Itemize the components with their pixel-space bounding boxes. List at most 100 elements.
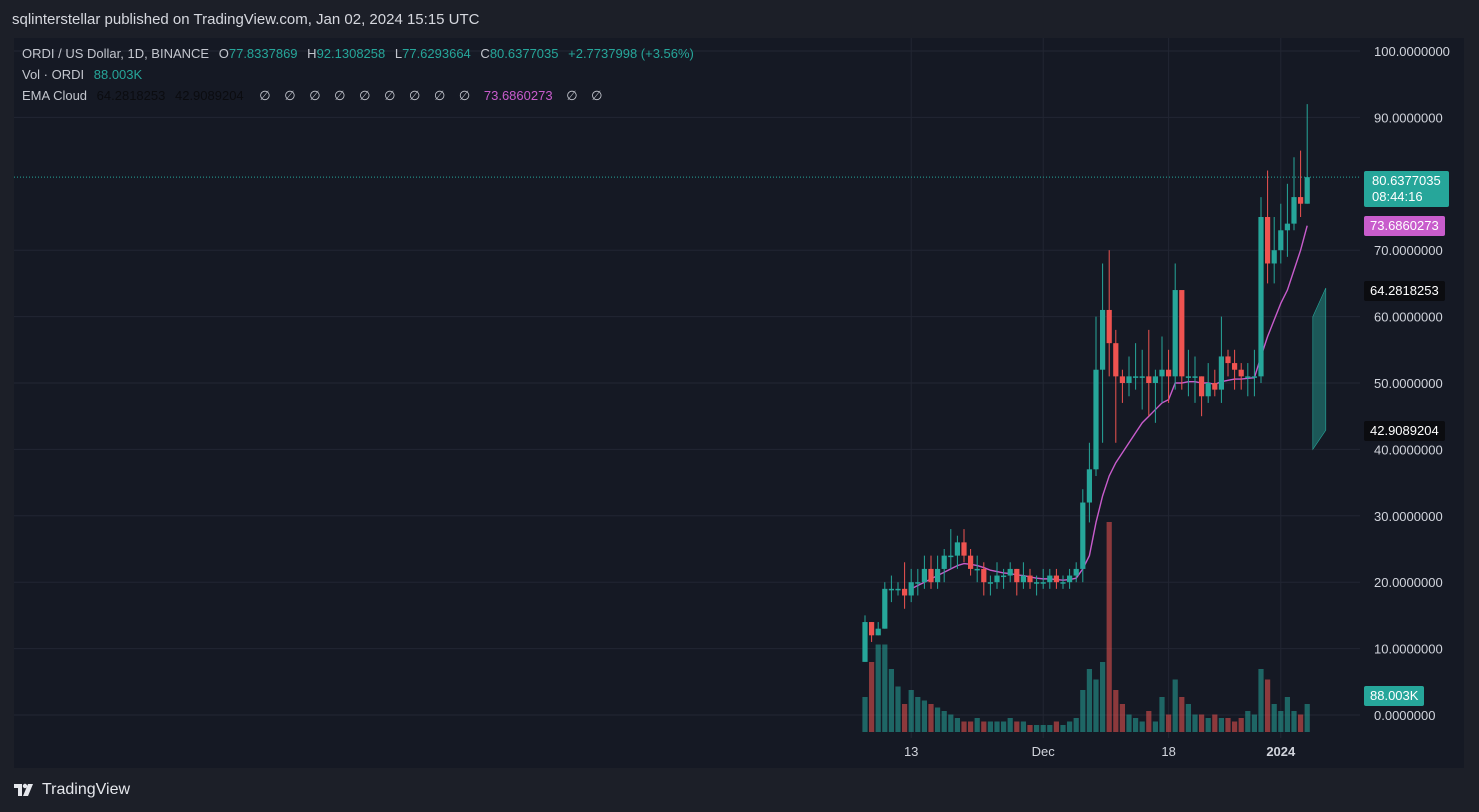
price-axis-label: 60.0000000 <box>1374 310 1443 325</box>
volume-bar <box>908 690 914 732</box>
legend-empty-3: ∅ <box>309 88 321 103</box>
volume-bar <box>1146 711 1152 732</box>
volume-bar <box>1199 714 1205 732</box>
candle-body <box>1053 575 1059 583</box>
legend-ema-label[interactable]: EMA Cloud <box>22 88 88 103</box>
volume-bar <box>1060 725 1066 732</box>
candle-body <box>1067 575 1073 583</box>
candle-body <box>1020 575 1026 583</box>
volume-bar <box>1126 714 1132 732</box>
candle-body <box>954 542 960 556</box>
candle-body <box>1027 575 1033 583</box>
tradingview-logo[interactable]: TradingView <box>14 781 130 799</box>
volume-bar <box>1278 711 1284 732</box>
legend-empty-8: ∅ <box>433 88 446 103</box>
legend-vol-label[interactable]: Vol · ORDI <box>22 67 85 82</box>
candle-body <box>915 582 921 584</box>
candle-body <box>1192 376 1198 378</box>
published-text: sqlinterstellar published on TradingView… <box>12 11 480 28</box>
volume-bar <box>1034 725 1040 732</box>
volume-bar <box>1001 721 1007 732</box>
volume-bar <box>902 704 908 732</box>
legend-ema-v3: 73.6860273 <box>483 88 553 103</box>
candle-body <box>1179 290 1185 377</box>
candle-body <box>974 568 980 571</box>
candle-body <box>1166 369 1172 377</box>
legend-empty-10: ∅ <box>566 88 578 103</box>
price-axis-label: 20.0000000 <box>1374 575 1443 590</box>
ema-cloud <box>1312 287 1327 451</box>
candle-body <box>981 568 987 583</box>
candle-body <box>1139 376 1145 378</box>
volume-bar <box>1053 721 1059 732</box>
volume-bar <box>1133 718 1139 732</box>
volume-bar <box>1232 721 1238 732</box>
candle-body <box>994 575 1000 583</box>
legend-symbol-row: ORDI / US Dollar, 1D, BINANCE O77.833786… <box>22 46 700 61</box>
legend-close: 80.6377035 <box>489 46 559 61</box>
legend-empty-9: ∅ <box>458 88 471 103</box>
volume-bar <box>935 707 941 732</box>
candle-body <box>1218 356 1224 390</box>
price-axis-label: 100.0000000 <box>1374 44 1450 59</box>
candle-body <box>1106 309 1112 344</box>
legend-empty-2: ∅ <box>284 88 296 103</box>
volume-bar <box>1166 714 1172 732</box>
volume-bar <box>1238 718 1244 732</box>
candle-body <box>1152 376 1158 383</box>
legend-vol-value: 88.003K <box>93 67 143 82</box>
legend-low-label: L <box>394 46 403 61</box>
volume-bar <box>921 700 927 732</box>
legend-symbol[interactable]: ORDI / US Dollar, 1D, BINANCE <box>22 46 210 61</box>
volume-bar <box>1172 679 1178 732</box>
candle-body <box>1047 575 1053 583</box>
volume-bar <box>1298 714 1304 732</box>
candle-body <box>895 588 901 591</box>
volume-tag: 88.003K <box>1364 686 1425 706</box>
volume-bar <box>862 697 868 732</box>
volume-bar <box>968 721 974 732</box>
candle-body <box>921 568 927 583</box>
volume-bar <box>954 718 960 732</box>
volume-bar <box>1027 725 1033 732</box>
candle-body <box>1199 376 1205 397</box>
candle-body <box>1251 376 1257 378</box>
price-axis-label: 10.0000000 <box>1374 642 1443 657</box>
candle-body <box>1086 469 1092 503</box>
volume-bar <box>1284 697 1290 732</box>
candle-body <box>968 555 974 569</box>
time-axis-label: 2024 <box>1266 744 1296 759</box>
price-axis-label: 40.0000000 <box>1374 442 1443 457</box>
candle-body <box>1232 363 1238 370</box>
volume-bar <box>1139 721 1145 732</box>
volume-bar <box>1047 725 1053 732</box>
volume-bar <box>1014 721 1020 732</box>
volume-bar <box>1185 704 1191 732</box>
candle-body <box>1278 230 1284 251</box>
volume-bar <box>915 697 921 732</box>
candle-body <box>1119 376 1125 383</box>
candle-body <box>987 582 993 584</box>
legend-close-label: C <box>480 46 490 61</box>
volume-bar <box>961 721 967 732</box>
candle-body <box>1001 575 1007 578</box>
volume-bar <box>1086 669 1092 732</box>
volume-bar <box>974 718 980 732</box>
legend-change: +2.7737998 (+3.56%) <box>568 46 694 61</box>
brand-label: TradingView <box>42 781 131 798</box>
volume-bar <box>1067 721 1073 732</box>
time-axis-label: 13 <box>904 744 918 759</box>
volume-bar <box>1080 690 1086 732</box>
volume-bar <box>1218 718 1224 732</box>
candle-body <box>1080 502 1086 569</box>
candle-body <box>1159 369 1165 377</box>
candle-body <box>1073 568 1079 576</box>
legend-high-label: H <box>307 46 317 61</box>
candle-body <box>1245 376 1251 378</box>
chart-area[interactable] <box>14 38 1464 768</box>
candle-body <box>1212 383 1218 390</box>
volume-bar <box>1100 662 1106 732</box>
volume-bar <box>1304 704 1310 732</box>
footer-bar: TradingView <box>0 768 1479 812</box>
